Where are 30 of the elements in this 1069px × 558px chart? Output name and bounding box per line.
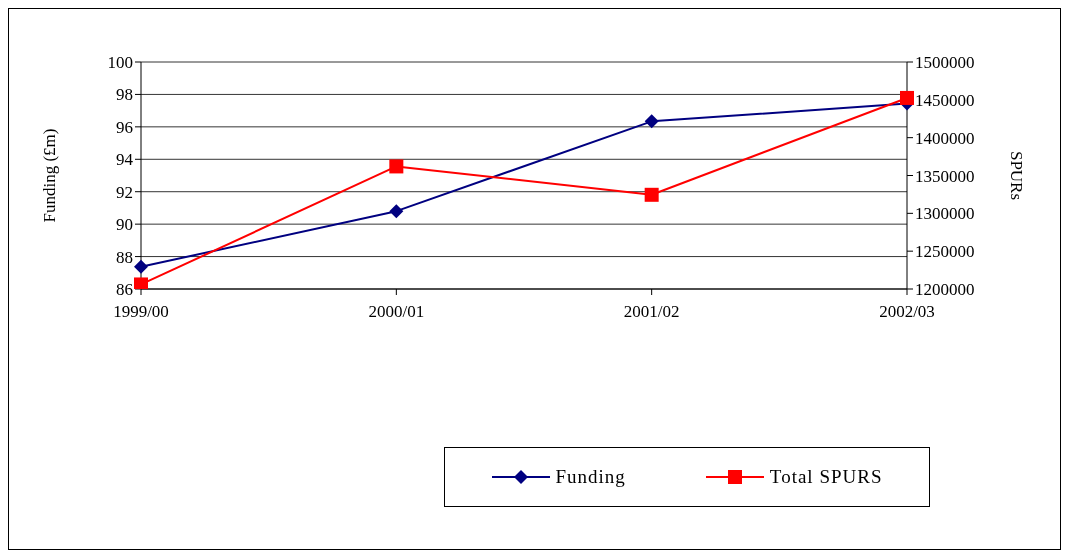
y2-tick-label: 1350000 (915, 166, 975, 186)
point (134, 277, 148, 289)
x-tick-label: 1999/00 (113, 302, 169, 322)
y2-tick-label: 1450000 (915, 90, 975, 110)
y-tick-label: 86 (116, 280, 133, 300)
point (389, 204, 404, 219)
legend-label: Funding (555, 466, 626, 488)
legend-label: Total SPURS (769, 466, 883, 488)
point (389, 159, 404, 174)
point (134, 259, 148, 274)
y-tick-label: 92 (116, 182, 133, 202)
x-tick-label: 2002/03 (879, 302, 935, 322)
y2-tick-label: 1200000 (915, 280, 975, 300)
y-tick-label: 90 (116, 215, 133, 235)
x-tick-label: 2000/01 (368, 302, 425, 322)
x-tick-label: 2001/02 (623, 302, 680, 322)
y-tick-label: 88 (116, 247, 133, 267)
y-tick-label: 96 (116, 117, 133, 137)
point (900, 90, 914, 105)
y2-axis-title: SPURs (1006, 150, 1026, 201)
point (644, 187, 659, 202)
y-tick-label: 98 (116, 85, 133, 105)
y2-tick-label: 1500000 (915, 53, 975, 73)
y-tick-label: 94 (116, 150, 134, 170)
point (644, 114, 659, 129)
y2-tick-label: 1250000 (915, 242, 975, 262)
y2-tick-label: 1300000 (915, 204, 975, 224)
y2-tick-label: 1400000 (915, 128, 975, 148)
y-tick-label: 100 (107, 53, 133, 73)
y-axis-title: Funding (£m) (40, 128, 60, 223)
